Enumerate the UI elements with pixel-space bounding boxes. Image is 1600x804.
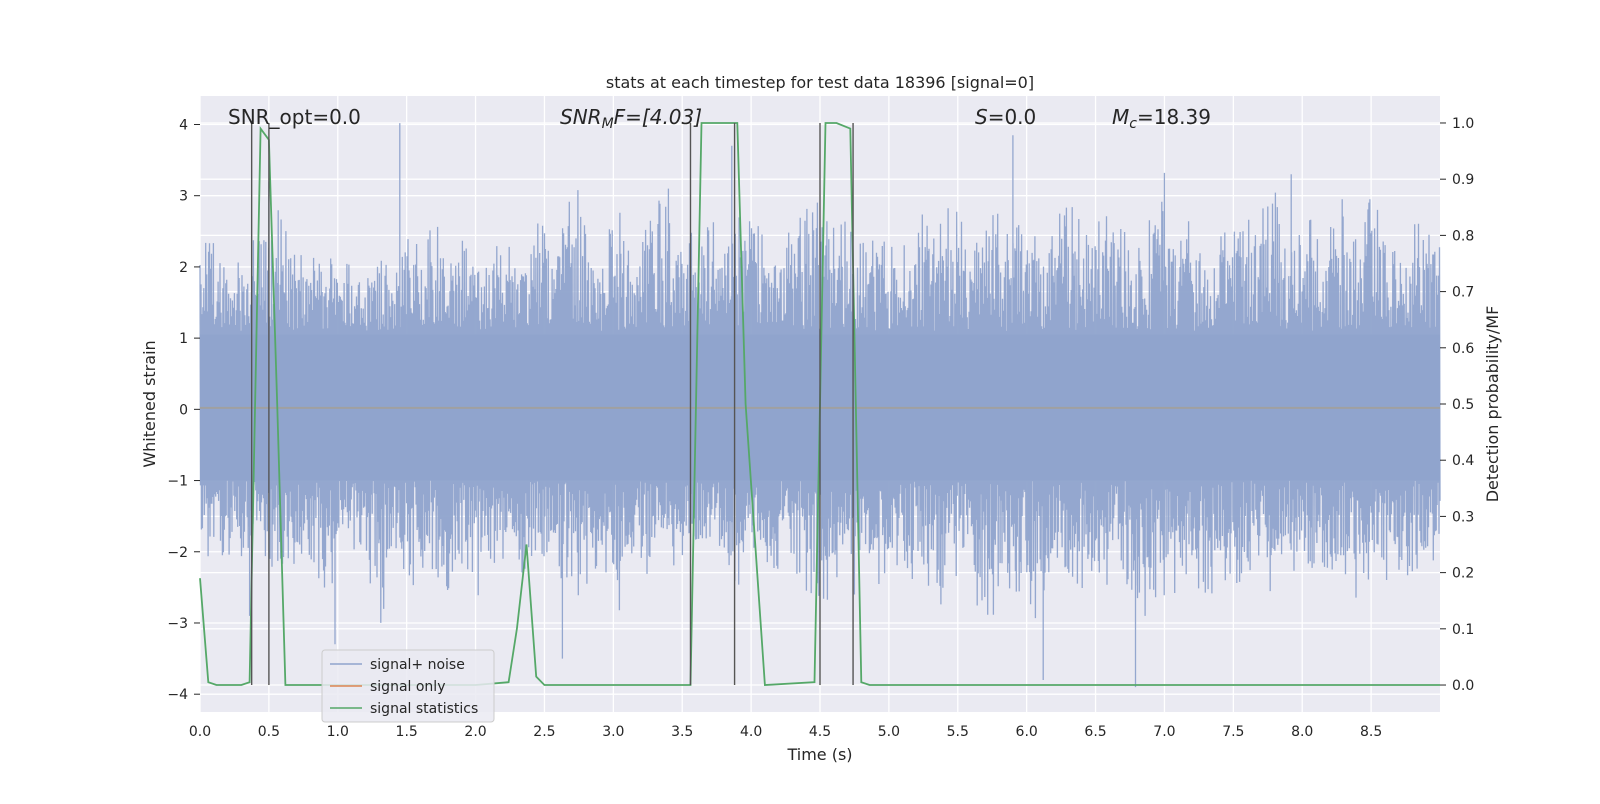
y2-axis-label: Detection probability/MF <box>1483 306 1502 503</box>
signal-statistics-line <box>199 122 1440 686</box>
x-tick-label: 1.5 <box>396 724 418 740</box>
y-tick-label: −2 <box>167 545 188 561</box>
y-tick-label: 2 <box>179 260 188 276</box>
y-ticks-left: 4 3 2 1 0 −1 −2 −3 −4 <box>167 117 200 703</box>
annotation-mc-base: M <box>1112 105 1129 129</box>
y2-tick-label: 0.8 <box>1452 228 1474 244</box>
annotation-mc: Mc=18.39 <box>1112 105 1211 132</box>
y2-tick-label: 0.7 <box>1452 285 1474 301</box>
y2-tick-label: 0.9 <box>1452 172 1474 188</box>
annotation-snr-opt: SNR_opt=0.0 <box>228 105 361 129</box>
x-tick-label: 4.5 <box>809 724 831 740</box>
y2-tick-label: 1.0 <box>1452 116 1474 132</box>
annotation-mc-value: =18.39 <box>1137 105 1211 129</box>
y-tick-label: −1 <box>167 474 188 490</box>
annotation-s: S=0.0 <box>975 105 1036 129</box>
y-tick-label: −3 <box>167 616 188 632</box>
legend-label-signal-only: signal only <box>370 679 445 695</box>
y-tick-label: 0 <box>179 402 188 418</box>
x-tick-label: 0.0 <box>189 724 211 740</box>
legend-box <box>321 649 495 723</box>
y2-tick-label: 0.5 <box>1452 397 1474 413</box>
x-tick-label: 3.5 <box>671 724 693 740</box>
chart-title: stats at each timestep for test data 183… <box>606 73 1034 92</box>
y2-tick-label: 0.4 <box>1452 453 1474 469</box>
x-tick-label: 7.5 <box>1222 724 1244 740</box>
annotation-mc-sub: c <box>1129 116 1137 132</box>
annotation-snr-mf-sub: M <box>602 116 614 132</box>
x-tick-label: 6.5 <box>1084 724 1106 740</box>
y2-tick-label: 0.6 <box>1452 341 1474 357</box>
y2-tick-label: 0.3 <box>1452 509 1474 525</box>
y-tick-label: 3 <box>179 189 188 205</box>
x-tick-label: 2.0 <box>464 724 486 740</box>
legend-label-signal-statistics: signal statistics <box>370 701 478 717</box>
x-tick-label: 5.5 <box>947 724 969 740</box>
x-tick-label: 8.0 <box>1291 724 1313 740</box>
y2-tick-label: 0.2 <box>1452 566 1474 582</box>
x-axis-label: Time (s) <box>786 745 852 764</box>
annotation-s-value: =0.0 <box>988 105 1037 129</box>
x-tick-label: 4.0 <box>740 724 762 740</box>
y2-tick-label: 0.0 <box>1452 678 1474 694</box>
annotation-snr-mf-rest: F=[4.03] <box>614 105 702 129</box>
y-axis-label: Whitened strain <box>140 340 159 467</box>
x-tick-label: 2.5 <box>533 724 555 740</box>
x-tick-label: 8.5 <box>1360 724 1382 740</box>
x-tick-label: 3.0 <box>602 724 624 740</box>
x-tick-label: 6.0 <box>1016 724 1038 740</box>
y2-tick-label: 0.1 <box>1452 622 1474 638</box>
y-tick-label: 4 <box>179 117 188 133</box>
y-ticks-right: 1.0 0.9 0.8 0.7 0.6 0.5 0.4 0.3 0.2 0.1 0.0 <box>1440 116 1474 694</box>
x-ticks: 0.0 0.5 1.0 1.5 2.0 2.5 3.0 3.5 4.0 4.5 5.0 5.5 6.0 6… <box>189 724 1382 740</box>
legend: signal+ noise signal only signal statist… <box>321 649 495 723</box>
y-tick-label: −4 <box>167 687 188 703</box>
legend-label-signal-noise: signal+ noise <box>370 657 465 673</box>
y-tick-label: 1 <box>179 331 188 347</box>
series-signal-statistics <box>199 122 1440 686</box>
x-tick-label: 1.0 <box>327 724 349 740</box>
vertical-markers <box>250 122 854 686</box>
annotation-snr-mf-base: SNR <box>560 105 602 129</box>
x-tick-label: 5.0 <box>878 724 900 740</box>
annotation-s-symbol: S <box>975 105 988 129</box>
x-tick-label: 7.0 <box>1153 724 1175 740</box>
x-tick-label: 0.5 <box>258 724 280 740</box>
annotation-snr-mf: SNRMF=[4.03] <box>560 105 702 132</box>
